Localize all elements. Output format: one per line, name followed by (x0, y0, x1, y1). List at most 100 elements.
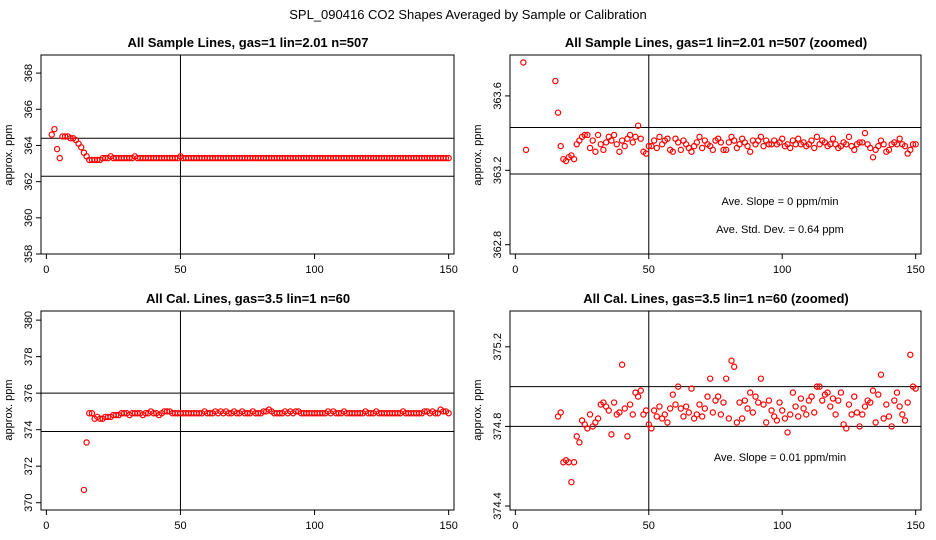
data-point (763, 419, 770, 426)
panel-cal-lines-zoomed: All Cal. Lines, gas=3.5 lin=1 n=60 (zoom… (472, 291, 925, 532)
data-point (672, 401, 679, 408)
plot-frame (40, 310, 455, 511)
data-point (722, 146, 730, 154)
data-point (573, 433, 580, 440)
y-tick-label: 374 (23, 420, 35, 438)
data-point (706, 375, 714, 382)
data-point (888, 423, 895, 430)
y-axis-label: approx. ppm (3, 124, 15, 185)
y-axis-label: approx. ppm (472, 379, 484, 440)
data-point (645, 142, 652, 150)
data-point (904, 399, 911, 406)
data-point (704, 393, 711, 400)
y-axis-label: approx. ppm (3, 379, 15, 440)
data-point (584, 131, 591, 139)
data-point (730, 363, 738, 370)
data-point (843, 141, 850, 148)
data-point (795, 413, 802, 420)
data-point (196, 410, 203, 417)
data-point (637, 135, 644, 142)
x-tick-label: 50 (174, 264, 186, 276)
data-point (784, 429, 791, 436)
y-tick-label: 363.6 (492, 82, 504, 110)
annotation-std-dev: Ave. Std. Dev. = 0.64 ppm (716, 224, 844, 236)
data-point (576, 439, 583, 446)
data-point (779, 135, 786, 142)
panel-title: All Cal. Lines, gas=3.5 lin=1 n=60 (146, 291, 350, 306)
data-point (752, 393, 759, 400)
data-point (48, 131, 55, 138)
data-point (56, 154, 63, 162)
data-point (442, 154, 450, 162)
data-point (891, 397, 898, 404)
data-point (432, 410, 439, 417)
data-point (592, 148, 599, 155)
data-point (853, 409, 861, 416)
data-point (78, 144, 85, 151)
x-tick-label: 100 (305, 520, 323, 532)
data-point (845, 401, 853, 408)
data-point (869, 154, 877, 161)
x-tick-label: 150 (906, 520, 924, 532)
data-point (883, 401, 890, 408)
data-point (244, 410, 251, 417)
data-point (67, 135, 74, 142)
data-point (845, 133, 853, 141)
data-point (736, 141, 743, 148)
data-point (760, 142, 767, 150)
data-point (744, 405, 751, 412)
data-point (693, 411, 701, 418)
data-point (792, 403, 799, 410)
data-point (909, 141, 917, 148)
data-point (738, 415, 746, 422)
data-point (851, 146, 858, 154)
y-tick-label: 362.8 (492, 231, 504, 259)
data-point (912, 385, 919, 392)
data-point (907, 146, 914, 154)
panel-sample-lines-zoomed: All Sample Lines, gas=1 lin=2.01 n=507 (… (472, 35, 925, 276)
x-tick-label: 150 (439, 264, 457, 276)
data-point (677, 146, 685, 154)
data-point (568, 478, 575, 486)
data-point (632, 133, 639, 141)
data-point (760, 401, 767, 408)
data-point (744, 142, 751, 150)
plot-frame (509, 54, 922, 255)
data-point (733, 419, 741, 426)
panel-title: All Sample Lines, gas=1 lin=2.01 n=507 (128, 35, 369, 50)
data-point (717, 411, 725, 418)
data-point (233, 410, 240, 417)
y-tick-label: 362 (23, 172, 35, 190)
data-point (674, 139, 682, 146)
data-point (112, 411, 120, 419)
data-point (255, 410, 262, 417)
data-point (808, 393, 815, 400)
data-point (83, 153, 90, 160)
data-point (880, 141, 887, 148)
data-point (602, 139, 610, 146)
y-tick-label: 360 (23, 209, 35, 227)
data-point (859, 139, 866, 146)
data-point (749, 409, 757, 416)
x-tick-label: 100 (305, 264, 323, 276)
data-point (765, 397, 773, 404)
data-point (768, 407, 775, 414)
panel-title: All Sample Lines, gas=1 lin=2.01 n=507 (… (565, 35, 867, 50)
data-point (634, 393, 642, 400)
data-point (656, 403, 663, 410)
data-point (656, 133, 663, 141)
data-point (725, 139, 733, 146)
x-tick-label: 0 (43, 520, 49, 532)
data-point (722, 375, 730, 382)
y-tick-label: 364 (23, 136, 35, 154)
data-point (792, 141, 799, 148)
data-point (682, 403, 690, 410)
data-point (851, 393, 858, 400)
data-point (717, 139, 725, 146)
data-point (557, 409, 564, 416)
data-point (642, 407, 650, 414)
data-point (896, 135, 903, 142)
plot-area: 0 50 100 150 374.4 374.8 375.2 (492, 310, 925, 532)
data-point (624, 433, 631, 440)
data-point (88, 410, 96, 417)
